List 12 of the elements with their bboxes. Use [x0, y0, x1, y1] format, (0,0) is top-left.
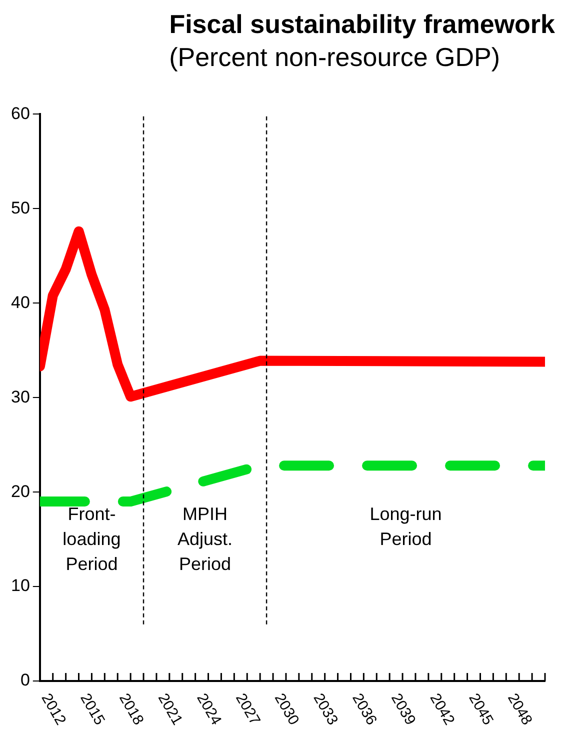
annotation: MPIH Adjust. Period: [178, 504, 233, 574]
y-tick-label: 0: [20, 670, 30, 690]
y-tick-label: 60: [10, 104, 30, 123]
y-tick-label: 40: [10, 292, 30, 312]
annotation: Long-run Period: [370, 504, 442, 550]
y-tick-label: 50: [10, 198, 30, 218]
chart-subtitle: (Percent non-resource GDP): [168, 40, 501, 73]
y-tick-label: 30: [10, 387, 30, 406]
y-tick-label: 10: [10, 576, 30, 596]
y-tick-label: 20: [10, 482, 30, 501]
annotation: Front- loading Period: [62, 504, 121, 574]
chart-title: Fiscal sustainability framework: [168, 8, 555, 40]
